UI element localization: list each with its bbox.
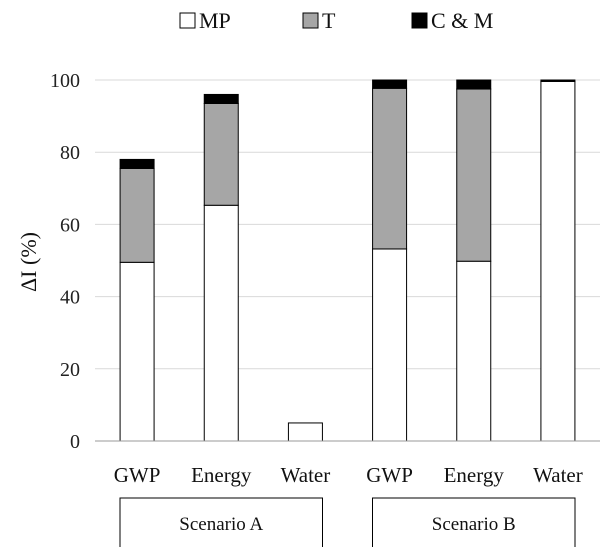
y-tick-label: 0 (70, 431, 80, 453)
x-tick-label: GWP (366, 463, 413, 487)
legend: MP T C & M (179, 8, 493, 33)
bar-segment-t (456, 88, 492, 262)
bar-segment-mp (287, 422, 323, 442)
bar-segment-c-m (540, 79, 576, 82)
bar-segment-mp (372, 248, 408, 442)
bar-segment-c-m (456, 79, 492, 90)
bar-segment-t (119, 167, 155, 263)
bar-segment-c-m (203, 93, 239, 104)
scenario-group-label: Scenario B (432, 514, 516, 535)
bar-segment-c-m (119, 158, 155, 169)
bar-segment-t (372, 87, 408, 250)
scenario-group-box (119, 497, 323, 547)
y-tick-label: 60 (60, 214, 80, 236)
x-tick-label: Water (281, 463, 331, 487)
bar-segment-mp (456, 260, 492, 442)
x-tick-label: GWP (114, 463, 161, 487)
bar-segment-c-m (372, 79, 408, 89)
legend-swatch (411, 12, 428, 29)
scenario-group-boxes: Scenario A Scenario B (119, 497, 576, 547)
x-axis-category-labels: GWP Energy Water GWP Energy Water (114, 463, 583, 487)
y-tick-label: 40 (60, 287, 80, 309)
y-tick-label: 80 (60, 142, 80, 164)
bar-segment-mp (119, 261, 155, 442)
bar-segment-mp (540, 80, 576, 442)
x-tick-label: Energy (191, 463, 252, 487)
y-axis-ticks: 0 20 40 60 80 100 (50, 70, 80, 453)
bar-segment-t (203, 102, 239, 206)
y-tick-label: 20 (60, 359, 80, 381)
legend-swatch (179, 12, 196, 29)
legend-swatch (302, 12, 319, 29)
gridlines (95, 79, 600, 370)
bars (119, 79, 576, 442)
x-tick-label: Energy (444, 463, 505, 487)
legend-label: T (322, 8, 336, 33)
legend-label: MP (199, 8, 231, 33)
bar-segment-mp (203, 204, 239, 442)
scenario-group-label: Scenario A (179, 514, 263, 535)
y-tick-label: 100 (50, 70, 80, 92)
scenario-group-box (372, 497, 576, 547)
x-tick-label: Water (533, 463, 583, 487)
y-axis-label: ΔI (%) (16, 232, 41, 292)
legend-label: C & M (431, 8, 493, 33)
